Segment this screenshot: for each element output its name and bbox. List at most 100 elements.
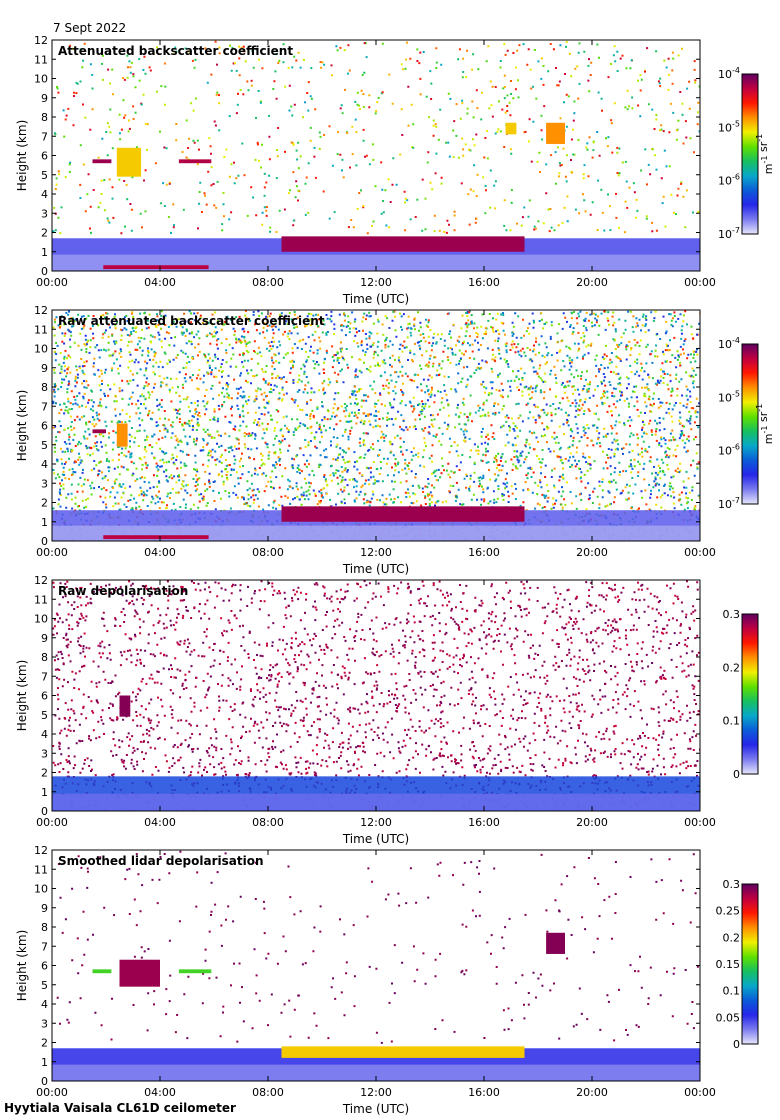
- noise-cells: [609, 229, 612, 232]
- surface-layer: [52, 1064, 700, 1081]
- noise-cells: [216, 180, 219, 183]
- noise-cells: [400, 108, 403, 111]
- noise-cells: [530, 87, 533, 90]
- noise-cells: [651, 108, 654, 111]
- noise-cells: [59, 232, 62, 235]
- colorbar-tick-label: 10-6: [718, 443, 740, 458]
- noise-cells: [670, 495, 673, 498]
- noise-cells: [565, 180, 568, 183]
- cloud-feature: [546, 932, 565, 954]
- noise-cells: [557, 224, 560, 227]
- noise-cells: [134, 111, 137, 114]
- noise-cells: [655, 229, 658, 232]
- noise-cells: [213, 204, 216, 207]
- noise-cells: [566, 195, 569, 198]
- y-tick-label: 8: [41, 921, 48, 934]
- y-tick-label: 7: [41, 400, 48, 413]
- noise-cells: [504, 53, 507, 56]
- noise-cells: [452, 156, 455, 159]
- noise-cells: [321, 61, 324, 64]
- noise-cells: [243, 50, 246, 53]
- noise-cells: [650, 429, 653, 432]
- colorbar: [741, 613, 759, 775]
- noise-cells: [358, 192, 361, 194]
- noise-cells: [440, 472, 443, 475]
- noise-cells: [255, 116, 257, 119]
- y-tick-label: 3: [41, 477, 48, 490]
- noise-cells: [577, 138, 580, 141]
- panel-title: Attenuated backscatter coefficient: [58, 44, 293, 58]
- noise-cells: [328, 125, 331, 128]
- noise-cells: [476, 173, 479, 176]
- noise-cells: [554, 182, 557, 185]
- noise-cells: [64, 332, 67, 335]
- noise-cells: [575, 451, 578, 454]
- y-tick-label: 0: [41, 1075, 48, 1088]
- noise-cells: [204, 47, 207, 50]
- noise-cells: [626, 206, 629, 209]
- noise-cells: [427, 151, 430, 154]
- noise-cells: [218, 129, 221, 132]
- x-tick-label: 00:00: [684, 276, 716, 289]
- noise-cells: [453, 120, 456, 123]
- noise-cells: [520, 224, 523, 227]
- noise-cells: [223, 215, 225, 218]
- y-tick-label: 1: [41, 1056, 48, 1069]
- y-tick-label: 5: [41, 169, 48, 182]
- x-tick-label: 08:00: [252, 816, 284, 829]
- noise-cells: [192, 109, 195, 112]
- noise-cells: [573, 100, 576, 103]
- colorbar-tick-label: 0.2: [723, 661, 741, 674]
- noise-cells: [580, 480, 583, 483]
- x-tick-label: 08:00: [252, 546, 284, 559]
- noise-cells: [275, 53, 278, 56]
- y-tick-label: 3: [41, 207, 48, 220]
- noise-cells: [329, 498, 332, 501]
- noise-cells: [302, 58, 305, 61]
- y-axis-label: Height (km): [15, 120, 29, 191]
- cloud-feature: [119, 695, 131, 717]
- colorbar: [741, 883, 759, 1045]
- y-tick-label: 2: [41, 767, 48, 780]
- noise-cells: [675, 129, 678, 132]
- cloud-feature: [92, 429, 106, 434]
- noise-cells: [100, 179, 103, 182]
- noise-cells: [336, 153, 339, 156]
- noise-cells: [242, 45, 245, 48]
- x-tick-label: 12:00: [360, 546, 392, 559]
- x-axis-label: Time (UTC): [342, 1102, 409, 1116]
- x-tick-label: 04:00: [144, 816, 176, 829]
- noise-cells: [458, 349, 461, 352]
- x-tick-label: 16:00: [468, 816, 500, 829]
- noise-cells: [107, 52, 110, 55]
- panel-1: Attenuated backscatter coefficient012345…: [15, 34, 775, 306]
- noise-cells: [621, 54, 624, 57]
- noise-cells: [105, 131, 108, 133]
- y-tick-label: 10: [34, 883, 48, 896]
- noise-cells: [185, 119, 188, 122]
- noise-cells: [374, 185, 377, 188]
- colorbar: [741, 343, 759, 505]
- noise-cells: [646, 47, 649, 50]
- heatmap-cells: [52, 310, 700, 541]
- noise-cells: [242, 93, 245, 96]
- colorbar-tick-label: 10-5: [718, 389, 740, 404]
- noise-cells: [269, 345, 272, 348]
- noise-cells: [68, 163, 71, 166]
- cloud-feature: [116, 147, 142, 177]
- noise-cells: [89, 205, 92, 208]
- noise-cells: [625, 180, 628, 183]
- cloud-feature: [92, 969, 112, 974]
- noise-cells: [218, 46, 221, 49]
- x-tick-label: 20:00: [576, 816, 608, 829]
- noise-cells: [404, 201, 407, 204]
- noise-cells: [299, 155, 302, 158]
- noise-cells: [672, 211, 675, 214]
- noise-cells: [171, 453, 174, 456]
- noise-cells: [506, 414, 509, 417]
- plot-area: [52, 40, 700, 271]
- colorbar-tick-label: 0.25: [716, 905, 741, 918]
- y-tick-label: 11: [34, 863, 48, 876]
- noise-cells: [278, 59, 281, 62]
- noise-cells: [537, 60, 540, 63]
